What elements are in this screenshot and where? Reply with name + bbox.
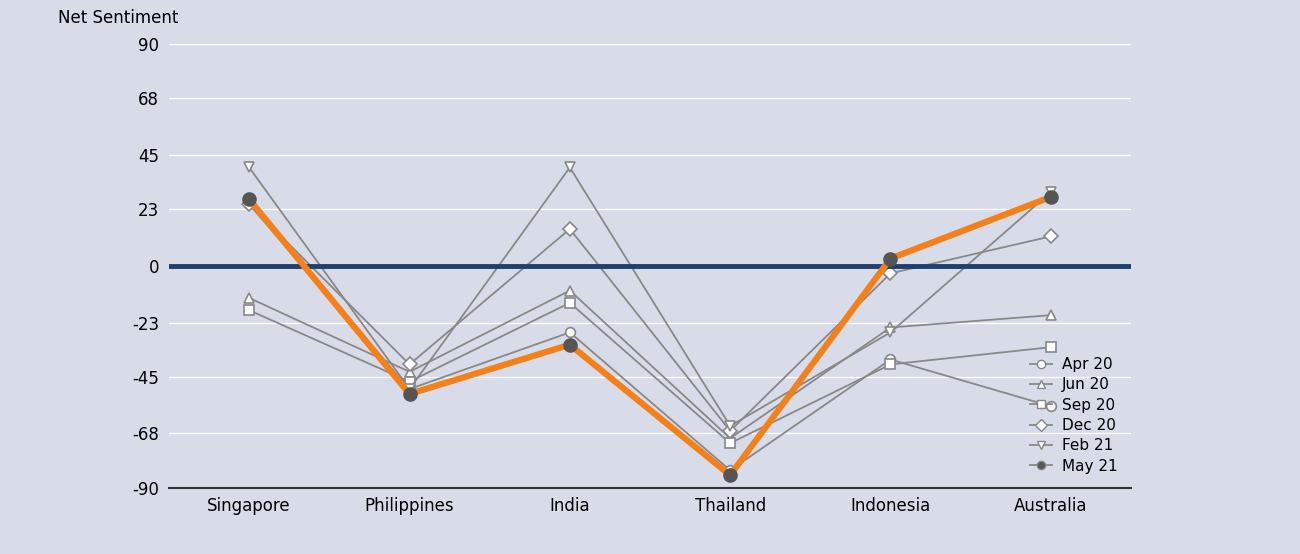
Legend: Apr 20, Jun 20, Sep 20, Dec 20, Feb 21, May 21: Apr 20, Jun 20, Sep 20, Dec 20, Feb 21, … — [1023, 351, 1123, 480]
Text: Net Sentiment: Net Sentiment — [58, 9, 178, 27]
